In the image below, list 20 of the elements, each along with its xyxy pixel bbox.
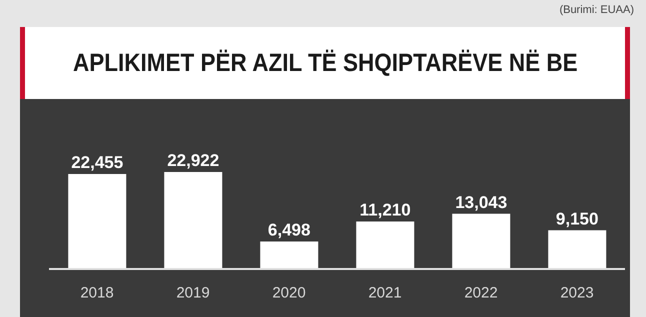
data-label: 6,498 <box>268 220 310 240</box>
data-label: 9,150 <box>556 209 598 228</box>
bar <box>548 230 606 269</box>
x-tick-label: 2018 <box>80 284 114 302</box>
data-label: 22,922 <box>167 151 220 170</box>
bar <box>452 214 510 269</box>
x-tick-label: 2021 <box>368 284 402 302</box>
x-tick-label: 2022 <box>464 284 498 302</box>
data-label: 11,210 <box>360 200 411 220</box>
bar <box>260 242 318 269</box>
bar <box>68 174 126 269</box>
bar <box>164 172 222 269</box>
chart-title: APLIKIMET PËR AZIL TË SHQIPTARËVE NË BE <box>72 48 578 78</box>
x-tick-label: 2019 <box>176 284 210 302</box>
bar <box>356 222 414 269</box>
text: (Burimi: EUAA) <box>559 4 634 16</box>
data-label: 22,455 <box>71 152 124 172</box>
x-tick-label: 2023 <box>560 284 594 302</box>
data-label: 13,043 <box>455 192 508 212</box>
x-tick-label: 2020 <box>272 284 306 302</box>
